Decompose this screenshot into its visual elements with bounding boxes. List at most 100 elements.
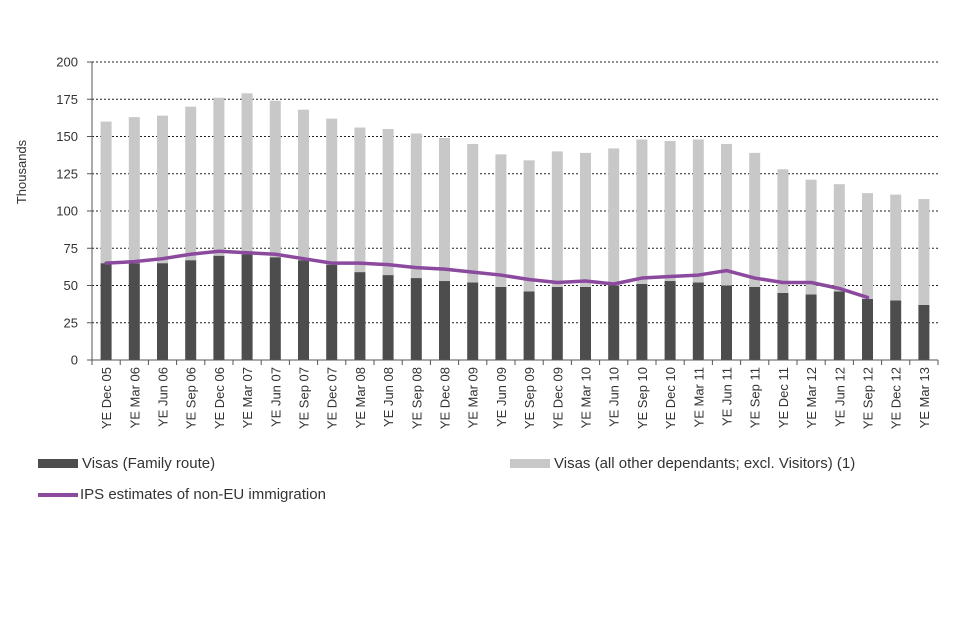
bar-other-dependants [354, 127, 366, 273]
bar-other-dependants [777, 169, 789, 293]
y-tick-label: 50 [64, 278, 78, 293]
bar-other-dependants [185, 106, 197, 261]
bar-other-dependants [890, 194, 902, 301]
bar-family-route [862, 298, 873, 360]
bar-family-route [749, 286, 761, 360]
bar-other-dependants [608, 148, 620, 286]
x-tick-label: YE Mar 11 [691, 367, 706, 427]
bar-other-dependants [298, 109, 309, 261]
x-tick-label: YE Dec 05 [99, 367, 114, 429]
bar-family-route [721, 285, 732, 360]
legend-label-family: Visas (Family route) [82, 455, 216, 472]
x-tick-label: YE Dec 09 [550, 367, 565, 429]
bar-family-route [157, 263, 168, 360]
x-tick-label: YE Jun 12 [832, 367, 847, 427]
bar-other-dependants [100, 121, 112, 264]
bar-other-dependants [213, 97, 225, 256]
bar-other-dependants [326, 118, 338, 265]
x-tick-label: YE Sep 08 [409, 367, 424, 429]
bar-family-route [100, 263, 112, 360]
bar-other-dependants [580, 152, 591, 287]
bar-other-dependants [721, 143, 732, 286]
bar-family-route [777, 292, 789, 360]
bar-other-dependants [918, 199, 930, 305]
x-tick-label: YE Sep 12 [861, 367, 876, 429]
x-tick-label: YE Mar 07 [240, 367, 255, 428]
bar-family-route [692, 282, 704, 360]
x-tick-label: YE Mar 10 [579, 367, 594, 428]
y-axis-title: Thousands [14, 139, 29, 204]
x-tick-label: YE Dec 12 [889, 367, 904, 429]
bar-other-dependants [636, 139, 648, 285]
x-tick-label: YE Jun 06 [156, 367, 171, 427]
bar-other-dependants [439, 137, 450, 282]
y-tick-label: 200 [56, 55, 78, 70]
bar-other-dependants [157, 115, 168, 264]
bar-family-route [664, 281, 676, 360]
x-tick-label: YE Jun 10 [607, 367, 622, 427]
x-tick-label: YE Sep 06 [184, 367, 199, 429]
bar-family-route [185, 260, 197, 360]
x-tick-label: YE Jun 07 [268, 367, 283, 427]
legend-swatch-ips [38, 492, 78, 497]
bar-other-dependants [749, 152, 761, 287]
legend-item-dependants: Visas (all other dependants; excl. Visit… [510, 455, 855, 472]
bar-family-route [382, 275, 394, 360]
bar-family-route [608, 285, 620, 360]
bar-family-route [354, 272, 366, 360]
bar-other-dependants [128, 117, 140, 264]
x-tick-label: YE Sep 07 [297, 367, 312, 429]
ips-line [104, 249, 870, 300]
bar-other-dependants [269, 100, 281, 258]
bar-family-route [410, 278, 422, 360]
bar-family-route [636, 284, 648, 360]
bar-family-route [241, 254, 253, 360]
y-tick-label: 175 [56, 92, 78, 107]
x-tick-label: YE Jun 11 [720, 367, 735, 426]
x-tick-label: YE Sep 11 [748, 367, 763, 428]
x-tick-label: YE Mar 06 [127, 367, 142, 428]
bar-family-route [269, 257, 281, 360]
bar-other-dependants [805, 179, 817, 295]
x-tick-label: YE Dec 10 [663, 367, 678, 429]
x-tick-label: YE Mar 12 [804, 367, 819, 428]
bar-family-route [523, 291, 535, 360]
legend-item-ips: IPS estimates of non-EU immigration [38, 486, 326, 503]
legend-label-ips: IPS estimates of non-EU immigration [80, 486, 326, 503]
bar-other-dependants [467, 143, 479, 283]
y-ticks: 0 25 50 75 100 125 150 175 200 [56, 55, 92, 368]
bar-family-route [890, 300, 902, 360]
bar-other-dependants [382, 129, 394, 276]
x-tick-label: YE Dec 06 [212, 367, 227, 429]
x-tick-label: YE Dec 07 [325, 367, 340, 429]
legend-swatch-dependants [510, 459, 550, 468]
y-tick-label: 150 [56, 129, 78, 144]
x-tick-label: YE Mar 09 [466, 367, 481, 428]
legend-item-family: Visas (Family route) [38, 455, 215, 472]
bar-other-dependants [551, 151, 563, 287]
gridlines [92, 61, 938, 324]
bar-family-route [439, 281, 450, 360]
bar-family-route [495, 286, 507, 360]
bar-family-route [298, 260, 309, 360]
x-tick-label: YE Jun 09 [494, 367, 509, 427]
bar-other-dependants [833, 184, 845, 292]
bars [100, 93, 930, 360]
y-tick-label: 125 [56, 166, 78, 181]
x-ticks: YE Dec 05 YE Mar 06 YE Jun 06 YE Sep 06 YE D… [91, 360, 939, 429]
bar-other-dependants [692, 139, 704, 283]
x-tick-label: YE Sep 09 [522, 367, 537, 429]
x-tick-label: YE Jun 08 [381, 367, 396, 427]
x-tick-label: YE Dec 08 [438, 367, 453, 429]
bar-other-dependants [664, 140, 676, 282]
bar-family-route [326, 264, 338, 360]
bar-other-dependants [862, 193, 873, 299]
y-tick-label: 75 [64, 241, 78, 256]
y-tick-label: 0 [71, 353, 78, 368]
legend-swatch-family [38, 459, 78, 468]
bar-other-dependants [241, 93, 253, 255]
bar-family-route [128, 263, 140, 360]
bar-other-dependants [523, 160, 535, 292]
bar-family-route [833, 291, 845, 360]
